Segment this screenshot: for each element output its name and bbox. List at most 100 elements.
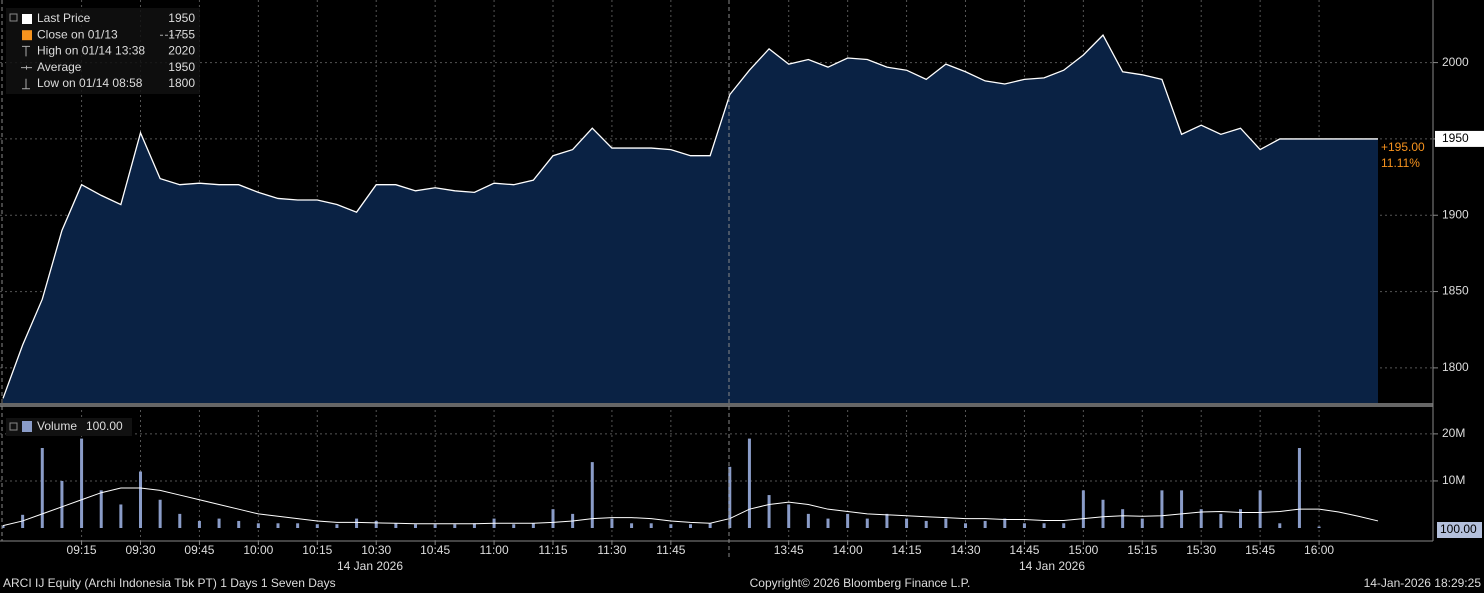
legend-value: 2020: [168, 44, 195, 58]
x-tick-label: 11:15: [538, 543, 567, 557]
legend-toggle[interactable]: [9, 422, 18, 431]
volume-bar: [630, 523, 634, 528]
volume-bar: [1180, 490, 1184, 528]
volume-bar: [60, 480, 64, 528]
x-tick-label: 10:30: [361, 543, 391, 557]
volume-bar: [1003, 518, 1007, 528]
volume-bar: [924, 520, 928, 528]
footer-left: ARCI IJ Equity (Archi Indonesia Tbk PT) …: [3, 576, 336, 590]
plots: [0, 0, 1433, 541]
panel-separator: [0, 403, 1433, 407]
x-tick-label: 09:15: [67, 543, 97, 557]
volume-bar: [787, 504, 791, 528]
change: +195.00: [1381, 140, 1425, 154]
volume-bar: [296, 523, 300, 528]
legend-swatch: [22, 421, 32, 432]
volume-bar: [1121, 509, 1125, 528]
x-tick-label: 15:45: [1245, 543, 1275, 557]
volume-bar: [1278, 523, 1282, 528]
volume-bar: [276, 523, 280, 528]
volume-bar: [983, 520, 987, 528]
legend-icon: [22, 78, 30, 90]
x-tick-label: 11:45: [656, 543, 685, 557]
price-line: [2, 34, 1378, 399]
volume-bar: [355, 518, 359, 528]
last-price-label: 1950: [1442, 131, 1469, 145]
x-tick-label: 14:00: [833, 543, 863, 557]
x-tick-label: 16:00: [1304, 543, 1334, 557]
volume-bar: [767, 495, 771, 528]
volume-average-line: [2, 487, 1379, 527]
y-tick-label: 10M: [1442, 473, 1465, 487]
date-label: 14 Jan 2026: [1019, 559, 1085, 573]
footer-right: 14-Jan-2026 18:29:25: [1364, 576, 1482, 590]
y-tick-label: 1900: [1442, 207, 1469, 221]
y-tick-label: 20M: [1442, 426, 1465, 440]
x-tick-label: 09:45: [184, 543, 214, 557]
legend-value: 100.00: [86, 419, 123, 433]
legend-value: 1800: [168, 76, 195, 90]
volume-bar: [669, 524, 673, 528]
volume-bar: [905, 518, 909, 528]
volume-bar: [846, 513, 850, 528]
volume-bar: [512, 524, 516, 528]
footer-center: Copyright© 2026 Bloomberg Finance L.P.: [750, 576, 971, 590]
legend-label: High on 01/14 13:38: [37, 44, 145, 58]
volume-bar: [315, 524, 319, 528]
volume-bar: [1239, 509, 1242, 528]
volume-bar: [747, 438, 751, 528]
volume-bar: [531, 523, 535, 528]
volume-bar: [335, 524, 339, 528]
legend-swatch: [22, 30, 32, 41]
x-tick-label: 11:00: [480, 543, 509, 557]
legend-value: 1950: [168, 11, 195, 25]
y-tick-label: 1850: [1442, 284, 1469, 298]
last-price-box: [1435, 130, 1484, 147]
volume-bar: [649, 523, 653, 528]
volume-bar: [964, 523, 967, 528]
legend-toggle[interactable]: [9, 13, 18, 22]
y-tick-label: 1800: [1442, 360, 1469, 374]
volume-bar: [158, 499, 162, 528]
volume-bar: [99, 490, 103, 528]
volume-bar: [139, 471, 142, 528]
volume-bar: [944, 518, 948, 528]
volume-bar: [394, 523, 398, 528]
volume-bar: [197, 520, 201, 528]
volume-bar: [472, 523, 476, 528]
volume-bar: [610, 518, 614, 528]
volume-bar: [1219, 513, 1223, 528]
x-tick-label: 10:15: [302, 543, 332, 557]
legend-box: [6, 8, 200, 94]
volume-bar: [590, 462, 594, 528]
volume-bar: [1101, 499, 1105, 528]
x-tick-label: 14:45: [1009, 543, 1039, 557]
volume-bar: [1160, 490, 1164, 528]
x-tick-label: 13:45: [774, 543, 804, 557]
x-tick-label: 10:45: [420, 543, 450, 557]
volume-bar: [885, 513, 889, 528]
legend-icon: [22, 45, 30, 57]
volume-bar: [1199, 509, 1203, 528]
volume-bar: [728, 466, 732, 528]
x-tick-label: 10:00: [243, 543, 273, 557]
x-tick-label: 15:00: [1068, 543, 1098, 557]
volume-bar: [806, 513, 810, 528]
volume-bar: [551, 509, 555, 528]
change-pct: 11.11%: [1381, 156, 1420, 170]
y-tick-label: 2000: [1442, 55, 1469, 69]
volume-bar: [217, 518, 221, 528]
volume-bar: [40, 448, 44, 528]
volume-bar: [1140, 518, 1144, 528]
volume-bar: [1081, 490, 1085, 528]
legend-value: 1755: [168, 27, 195, 41]
volume-bar: [119, 504, 123, 528]
volume-bar: [433, 524, 437, 528]
x-tick-label: 14:30: [950, 543, 980, 557]
volume-bar: [453, 524, 457, 528]
legend-label: Low on 01/14 08:58: [37, 76, 143, 90]
area: [3, 35, 1378, 403]
volume-bar: [1042, 523, 1046, 528]
volume-bar: [256, 523, 260, 528]
